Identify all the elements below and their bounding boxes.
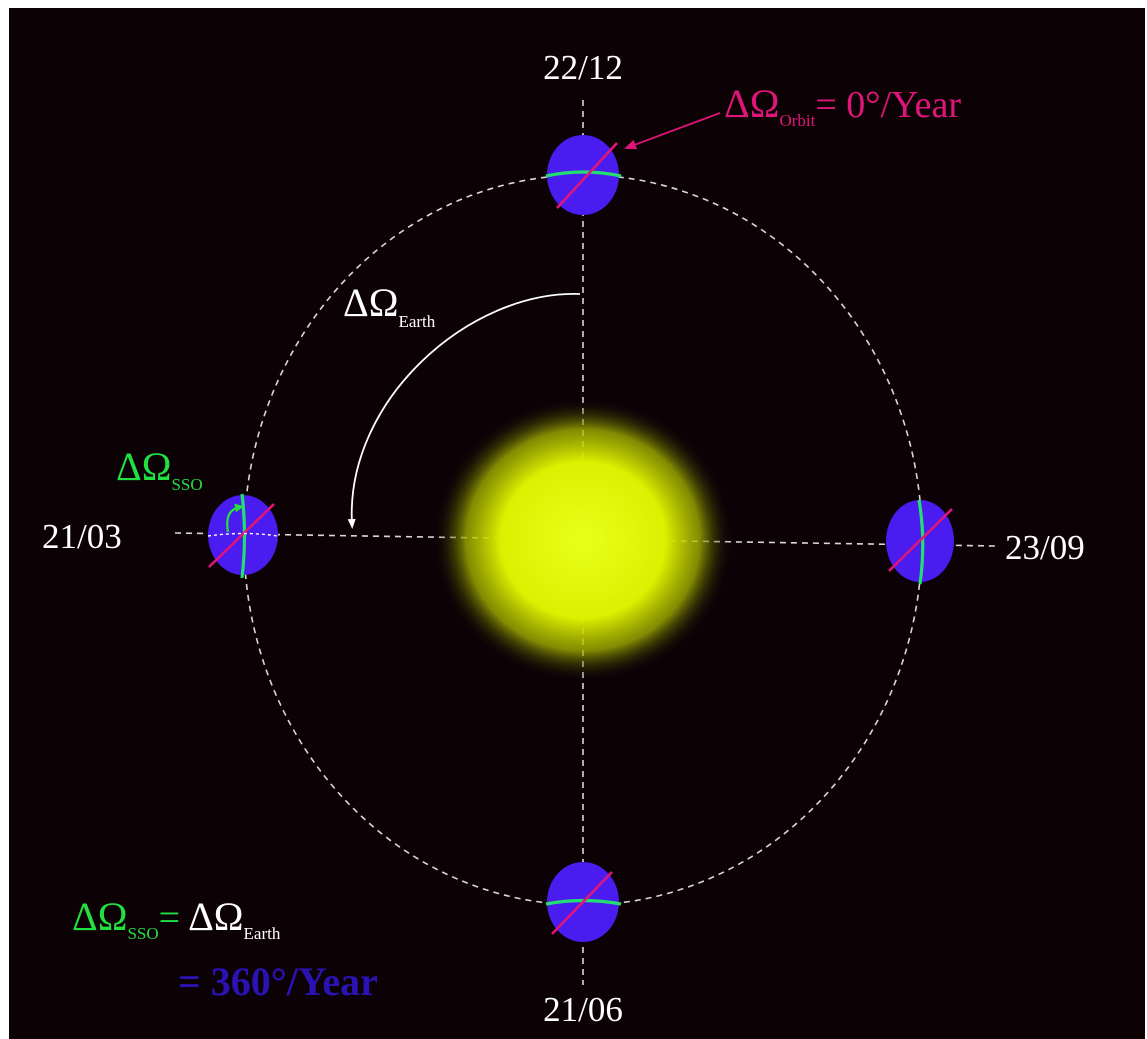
orbit-rate: = 0°/Year <box>815 84 961 126</box>
equation-equals: = <box>159 897 180 939</box>
earth-delta-label: ΔΩEarth <box>343 280 436 331</box>
sun <box>433 398 733 682</box>
earth-symbol: ΔΩ <box>343 280 398 325</box>
equation-line-2: = 360°/Year <box>178 959 378 1004</box>
orbit-plane-line <box>208 503 275 568</box>
earth-subscript: Earth <box>398 312 435 331</box>
equation-rhs-subscript: Earth <box>244 924 281 943</box>
equation-rhs-symbol: ΔΩ <box>188 894 243 939</box>
equator-line <box>545 170 622 178</box>
orbit-subscript: Orbit <box>779 111 815 130</box>
equator-line <box>240 493 247 579</box>
orbit-symbol: ΔΩ <box>724 81 779 126</box>
sso-subscript: SSO <box>171 475 202 494</box>
orbit-plane-line <box>556 142 618 209</box>
sso-symbol: ΔΩ <box>116 444 171 489</box>
equator-plane-dotted <box>207 532 279 537</box>
equation-lhs-subscript: SSO <box>127 924 158 943</box>
earth-rotation-arc <box>347 293 581 529</box>
orbit-pointer-arrow <box>624 112 721 150</box>
date-label-right: 23/09 <box>1005 528 1085 567</box>
date-label-bottom: 21/06 <box>543 990 623 1029</box>
orbit-plane-line <box>888 508 953 572</box>
orbit-delta-label: ΔΩOrbit= 0°/Year <box>724 81 961 130</box>
equation-line-1: ΔΩSSO= ΔΩEarth <box>72 894 281 943</box>
date-label-left: 21/03 <box>42 517 122 556</box>
sso-delta-label: ΔΩSSO <box>116 444 203 494</box>
equator-line <box>917 499 925 585</box>
earth-globe <box>547 135 619 215</box>
sso-rotation-arrow <box>226 503 244 533</box>
earth-left <box>207 493 279 579</box>
earth-top <box>545 135 622 215</box>
orbit-plane-line <box>551 871 613 935</box>
date-label-top: 22/12 <box>543 48 623 87</box>
equation-lhs-symbol: ΔΩ <box>72 894 127 939</box>
earth-right <box>886 499 954 585</box>
earth-bottom <box>545 862 622 942</box>
